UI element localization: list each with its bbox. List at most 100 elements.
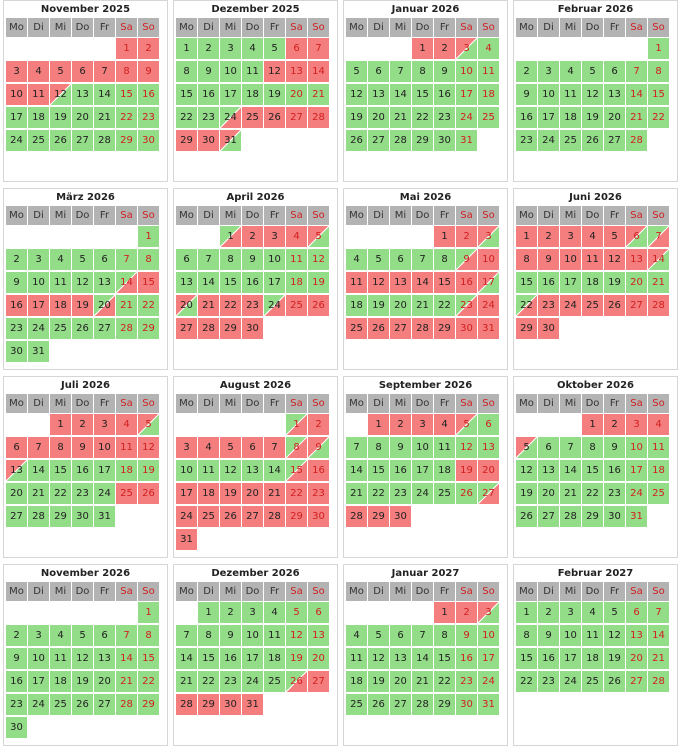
day-cell[interactable]: 21 <box>264 483 285 504</box>
day-cell[interactable]: 20 <box>626 648 647 669</box>
day-cell[interactable]: 3 <box>626 414 647 435</box>
day-cell[interactable]: 21 <box>648 272 669 293</box>
day-cell[interactable]: 20 <box>368 107 389 128</box>
day-cell[interactable]: 11 <box>346 272 367 293</box>
day-cell[interactable]: 28 <box>648 671 669 692</box>
day-cell[interactable]: 1 <box>434 226 455 247</box>
day-cell[interactable]: 14 <box>560 460 581 481</box>
day-cell[interactable]: 11 <box>478 61 499 82</box>
day-cell[interactable]: 16 <box>604 460 625 481</box>
day-cell[interactable]: 24 <box>242 671 263 692</box>
day-cell[interactable]: 13 <box>604 84 625 105</box>
day-cell[interactable]: 19 <box>286 648 307 669</box>
day-cell[interactable]: 19 <box>368 295 389 316</box>
day-cell[interactable]: 25 <box>116 483 137 504</box>
day-cell[interactable]: 2 <box>6 625 27 646</box>
day-cell[interactable]: 15 <box>50 460 71 481</box>
day-cell[interactable]: 10 <box>626 437 647 458</box>
day-cell[interactable]: 15 <box>138 648 159 669</box>
day-cell[interactable]: 15 <box>198 648 219 669</box>
day-cell[interactable]: 4 <box>346 625 367 646</box>
day-cell[interactable]: 1 <box>286 414 307 435</box>
day-cell[interactable]: 24 <box>456 107 477 128</box>
day-cell[interactable]: 1 <box>434 602 455 623</box>
day-cell[interactable]: 12 <box>264 61 285 82</box>
day-cell[interactable]: 7 <box>264 437 285 458</box>
day-cell[interactable]: 26 <box>456 483 477 504</box>
day-cell[interactable]: 17 <box>28 295 49 316</box>
day-cell[interactable]: 22 <box>516 295 537 316</box>
day-cell[interactable]: 1 <box>138 602 159 623</box>
day-cell[interactable]: 15 <box>116 84 137 105</box>
day-cell[interactable]: 27 <box>176 318 197 339</box>
day-cell[interactable]: 3 <box>412 414 433 435</box>
day-cell[interactable]: 5 <box>138 414 159 435</box>
day-cell[interactable]: 13 <box>286 61 307 82</box>
day-cell[interactable]: 7 <box>346 437 367 458</box>
day-cell[interactable]: 25 <box>346 318 367 339</box>
day-cell[interactable]: 18 <box>116 460 137 481</box>
day-cell[interactable]: 2 <box>242 226 263 247</box>
day-cell[interactable]: 20 <box>538 483 559 504</box>
day-cell[interactable]: 30 <box>390 506 411 527</box>
day-cell[interactable]: 3 <box>478 602 499 623</box>
day-cell[interactable]: 22 <box>198 671 219 692</box>
day-cell[interactable]: 5 <box>50 61 71 82</box>
day-cell[interactable]: 11 <box>286 249 307 270</box>
day-cell[interactable]: 23 <box>434 107 455 128</box>
day-cell[interactable]: 25 <box>198 506 219 527</box>
day-cell[interactable]: 22 <box>516 671 537 692</box>
day-cell[interactable]: 29 <box>50 506 71 527</box>
day-cell[interactable]: 6 <box>604 61 625 82</box>
day-cell[interactable]: 9 <box>604 437 625 458</box>
day-cell[interactable]: 4 <box>116 414 137 435</box>
day-cell[interactable]: 27 <box>94 318 115 339</box>
day-cell[interactable]: 10 <box>560 625 581 646</box>
day-cell[interactable]: 19 <box>368 671 389 692</box>
day-cell[interactable]: 3 <box>28 249 49 270</box>
day-cell[interactable]: 8 <box>116 61 137 82</box>
day-cell[interactable]: 16 <box>308 460 329 481</box>
day-cell[interactable]: 10 <box>538 84 559 105</box>
day-cell[interactable]: 12 <box>346 84 367 105</box>
day-cell[interactable]: 28 <box>412 694 433 715</box>
day-cell[interactable]: 7 <box>176 625 197 646</box>
day-cell[interactable]: 21 <box>626 107 647 128</box>
day-cell[interactable]: 30 <box>434 130 455 151</box>
day-cell[interactable]: 26 <box>604 671 625 692</box>
day-cell[interactable]: 16 <box>242 272 263 293</box>
day-cell[interactable]: 26 <box>72 694 93 715</box>
day-cell[interactable]: 18 <box>50 671 71 692</box>
day-cell[interactable]: 22 <box>286 483 307 504</box>
day-cell[interactable]: 26 <box>286 671 307 692</box>
day-cell[interactable]: 1 <box>176 38 197 59</box>
day-cell[interactable]: 22 <box>138 295 159 316</box>
day-cell[interactable]: 31 <box>626 506 647 527</box>
day-cell[interactable]: 27 <box>626 295 647 316</box>
day-cell[interactable]: 30 <box>456 694 477 715</box>
day-cell[interactable]: 3 <box>242 602 263 623</box>
day-cell[interactable]: 6 <box>286 38 307 59</box>
day-cell[interactable]: 6 <box>478 414 499 435</box>
day-cell[interactable]: 20 <box>626 272 647 293</box>
day-cell[interactable]: 18 <box>582 648 603 669</box>
day-cell[interactable]: 13 <box>6 460 27 481</box>
day-cell[interactable]: 11 <box>116 437 137 458</box>
day-cell[interactable]: 2 <box>308 414 329 435</box>
day-cell[interactable]: 8 <box>434 249 455 270</box>
day-cell[interactable]: 7 <box>390 61 411 82</box>
day-cell[interactable]: 2 <box>516 61 537 82</box>
day-cell[interactable]: 16 <box>198 84 219 105</box>
day-cell[interactable]: 9 <box>434 61 455 82</box>
day-cell[interactable]: 15 <box>582 460 603 481</box>
day-cell[interactable]: 10 <box>176 460 197 481</box>
day-cell[interactable]: 23 <box>220 671 241 692</box>
day-cell[interactable]: 13 <box>176 272 197 293</box>
day-cell[interactable]: 31 <box>176 529 197 550</box>
day-cell[interactable]: 8 <box>138 625 159 646</box>
day-cell[interactable]: 18 <box>286 272 307 293</box>
day-cell[interactable]: 4 <box>582 226 603 247</box>
day-cell[interactable]: 30 <box>604 506 625 527</box>
day-cell[interactable]: 29 <box>434 318 455 339</box>
day-cell[interactable]: 31 <box>94 506 115 527</box>
